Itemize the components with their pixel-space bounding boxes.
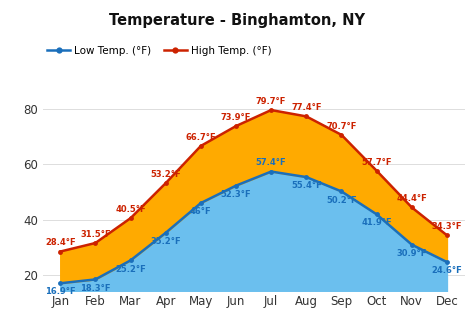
Legend: Low Temp. (°F), High Temp. (°F): Low Temp. (°F), High Temp. (°F) [43,42,276,60]
Text: 30.9°F: 30.9°F [397,249,427,258]
Text: 55.4°F: 55.4°F [291,181,322,190]
Text: 44.4°F: 44.4°F [396,194,427,203]
Text: 46°F: 46°F [190,207,212,216]
Text: 16.9°F: 16.9°F [45,287,75,297]
Text: 79.7°F: 79.7°F [256,97,286,106]
Text: 31.5°F: 31.5°F [80,230,111,239]
Text: 73.9°F: 73.9°F [221,113,251,122]
Text: 35.2°F: 35.2°F [150,237,181,246]
Text: 57.7°F: 57.7°F [361,158,392,166]
Text: 66.7°F: 66.7°F [185,133,216,142]
Text: 24.6°F: 24.6°F [431,266,462,275]
Text: 57.4°F: 57.4°F [256,158,286,166]
Text: 34.3°F: 34.3°F [432,222,462,231]
Text: 28.4°F: 28.4°F [45,238,75,248]
Text: 18.3°F: 18.3°F [80,284,110,293]
Text: 41.9°F: 41.9°F [361,218,392,227]
Text: 52.3°F: 52.3°F [221,190,251,199]
Text: 70.7°F: 70.7°F [326,122,356,131]
Text: 40.5°F: 40.5°F [115,205,146,214]
Text: 50.2°F: 50.2°F [326,196,357,205]
Text: 77.4°F: 77.4°F [291,103,321,112]
Text: 25.2°F: 25.2°F [115,264,146,273]
Text: Temperature - Binghamton, NY: Temperature - Binghamton, NY [109,13,365,28]
Text: 53.2°F: 53.2°F [150,170,181,179]
